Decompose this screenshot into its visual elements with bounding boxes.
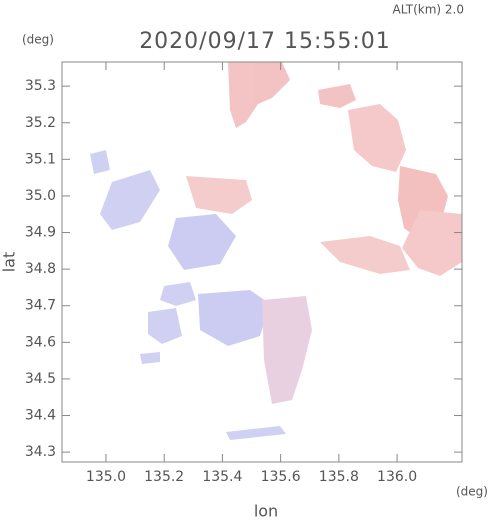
y-tick-label: 35.3 bbox=[25, 78, 56, 94]
y-tick-label: 34.3 bbox=[25, 444, 56, 460]
x-tick-label: 135.8 bbox=[319, 469, 359, 485]
x-tick-label: 135.0 bbox=[86, 469, 126, 485]
y-tick-label: 35.0 bbox=[25, 188, 56, 204]
chart-title: 2020/09/17 15:55:01 bbox=[139, 29, 391, 54]
x-tick-label: 136.0 bbox=[377, 469, 417, 485]
y-tick-label: 35.1 bbox=[25, 151, 56, 167]
x-tick-label: 135.6 bbox=[261, 469, 301, 485]
y-tick-label: 34.9 bbox=[25, 225, 56, 241]
y-axis-label: lat bbox=[0, 252, 19, 273]
echo-regions bbox=[90, 62, 462, 440]
y-tick-label: 34.7 bbox=[25, 298, 56, 314]
y-tick-label: 34.5 bbox=[25, 371, 56, 387]
y-unit: (deg) bbox=[22, 33, 54, 47]
y-tick-label: 35.2 bbox=[25, 115, 56, 131]
y-tick-label: 34.6 bbox=[25, 334, 56, 350]
altitude-label: ALT(km) 2.0 bbox=[393, 3, 464, 17]
x-tick-label: 135.4 bbox=[202, 469, 242, 485]
y-tick-label: 34.8 bbox=[25, 261, 56, 277]
y-tick-label: 34.4 bbox=[25, 408, 56, 424]
x-axis-label: lon bbox=[254, 502, 278, 521]
plot-frame bbox=[61, 61, 463, 463]
x-unit: (deg) bbox=[456, 485, 488, 499]
x-tick-label: 135.2 bbox=[144, 469, 184, 485]
